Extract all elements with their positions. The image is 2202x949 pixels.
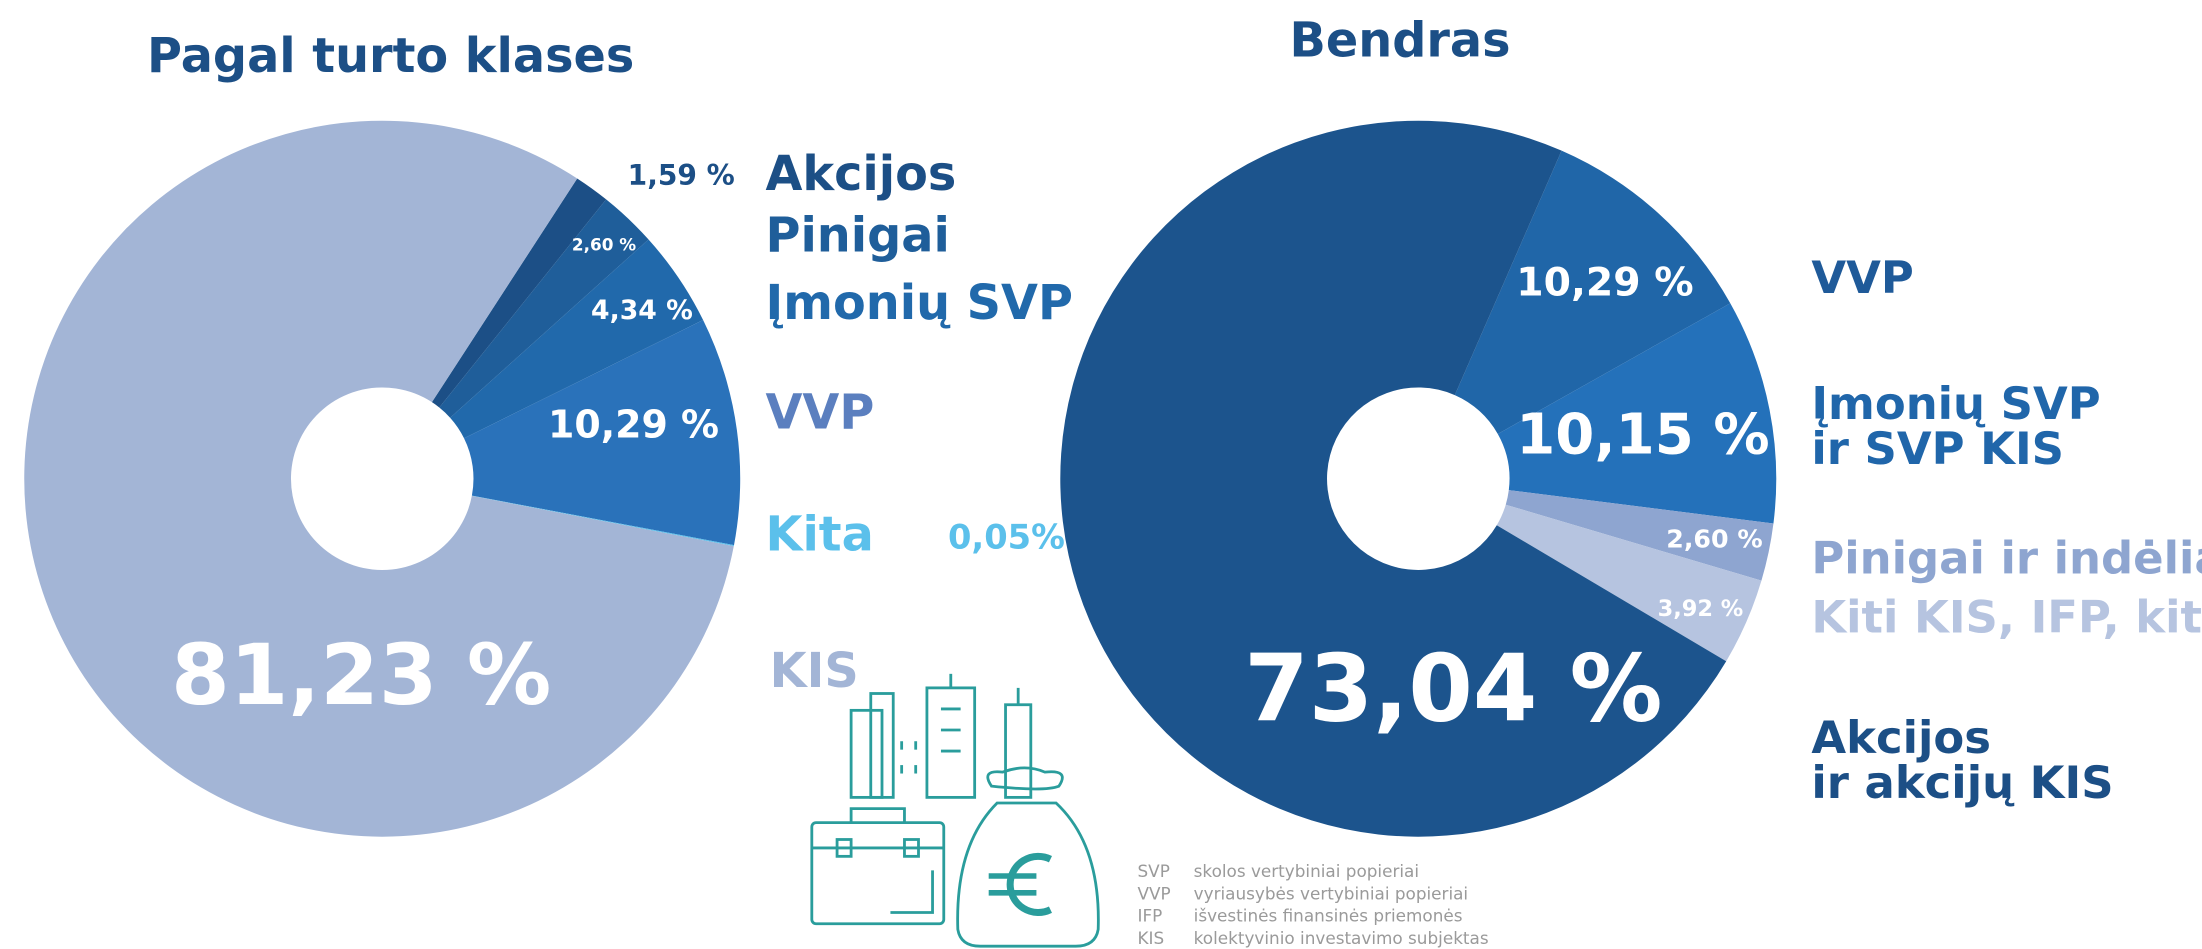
glossary-text: skolos vertybiniai popieriai — [1194, 861, 1419, 881]
finance-icon — [810, 673, 1100, 948]
legend-label: Pinigai ir indėliai — [1811, 532, 2202, 585]
glossary-text: kolektyvinio investavimo subjektas — [1194, 928, 1489, 948]
legend-label: Akcijos — [765, 147, 956, 202]
glossary-abbr: KIS — [1138, 928, 1165, 948]
value-label: 4,34 % — [591, 295, 693, 326]
chart-title: Bendras — [1290, 14, 1511, 69]
glossary-text: išvestinės finansinės priemonės — [1194, 906, 1463, 926]
value-label: 81,23 % — [171, 626, 551, 724]
pie-slice — [439, 199, 649, 418]
legend-label: VVP — [765, 386, 874, 441]
value-label: 3,92 % — [1658, 596, 1744, 622]
value-label: 10,29 % — [548, 402, 719, 446]
value-label: 10,29 % — [1516, 260, 1693, 305]
chart-title: Pagal turto klases — [147, 29, 634, 84]
legend-label: VVP — [1811, 251, 1913, 304]
legend-label: Pinigai — [765, 209, 949, 264]
pie-slice — [450, 239, 704, 439]
pie-slice — [1496, 504, 1762, 662]
legend-label: Kiti KIS, IFP, kita — [1811, 591, 2202, 644]
value-label: 73,04 % — [1244, 634, 1662, 742]
value-label: 1,59 % — [628, 159, 735, 192]
pie-slice — [1060, 120, 1727, 837]
pie-slice — [1454, 150, 1731, 434]
glossary-abbr: IFP — [1138, 906, 1163, 926]
glossary-abbr: SVP — [1138, 861, 1170, 881]
pie-slice — [24, 120, 734, 837]
value-label: 10,15 % — [1516, 403, 1769, 468]
value-label: 2,60 % — [572, 235, 636, 255]
pie-slice — [1505, 490, 1774, 581]
legend-label: Kita — [765, 508, 873, 563]
value-label: 2,60 % — [1666, 524, 1762, 553]
glossary-text: vyriausybės vertybiniai popieriai — [1194, 883, 1468, 903]
legend-label: KIS — [770, 644, 859, 699]
legend-label: Įmonių SVP ir SVP KIS — [1811, 377, 2116, 475]
pie-slice — [431, 178, 607, 408]
legend-label: Akcijos ir akcijų KIS — [1811, 711, 2113, 809]
value-label: 0,05% — [948, 518, 1065, 557]
pie-slice — [1497, 303, 1777, 524]
glossary-abbr: VVP — [1138, 883, 1171, 903]
legend-label: Įmonių SVP — [765, 276, 1072, 331]
pie-slice — [471, 495, 735, 547]
pie-slice — [464, 319, 741, 546]
